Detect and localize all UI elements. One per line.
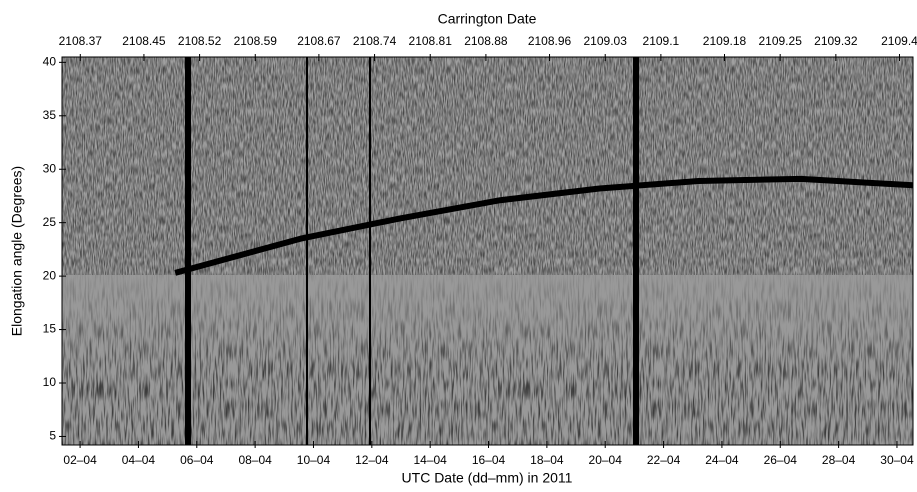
y-tick-label: 5 bbox=[49, 429, 56, 443]
x-tick-label: 22–04 bbox=[647, 453, 681, 467]
x-tick-label: 16–04 bbox=[472, 453, 506, 467]
track-line bbox=[174, 175, 914, 276]
x-tick-label: 04–04 bbox=[122, 453, 156, 467]
x-tick-label: 24–04 bbox=[705, 453, 739, 467]
x2-tick-label: 2108.81 bbox=[409, 34, 453, 48]
x2-tick-label: 2108.96 bbox=[528, 34, 572, 48]
x2-tick-label: 2108.45 bbox=[122, 34, 166, 48]
x-tick-label: 26–04 bbox=[764, 453, 798, 467]
x-tick-label: 08–04 bbox=[238, 453, 272, 467]
x-tick-label: 20–04 bbox=[589, 453, 623, 467]
x2-tick-label: 2108.59 bbox=[234, 34, 278, 48]
x2-tick-label: 2108.37 bbox=[59, 34, 103, 48]
y-tick-label: 10 bbox=[43, 375, 57, 389]
x2-tick-label: 2109.18 bbox=[703, 34, 747, 48]
x-tick-label: 14–04 bbox=[413, 453, 447, 467]
x-tick-label: 02–04 bbox=[63, 453, 97, 467]
x-tick-label: 12–04 bbox=[355, 453, 389, 467]
x-tick-label: 30–04 bbox=[880, 453, 914, 467]
x-tick-label: 18–04 bbox=[530, 453, 564, 467]
image-background bbox=[61, 56, 914, 446]
x-tick-label: 10–04 bbox=[297, 453, 331, 467]
y-tick-label: 30 bbox=[43, 161, 57, 175]
y-axis-title: Elongation angle (Degrees) bbox=[9, 166, 25, 336]
y-tick-label: 40 bbox=[43, 55, 57, 69]
x-tick-label: 06–04 bbox=[180, 453, 214, 467]
x2-tick-label: 2109.1 bbox=[643, 34, 680, 48]
x2-tick-label: 2109.32 bbox=[814, 34, 858, 48]
y-tick-label: 15 bbox=[43, 322, 57, 336]
x-axis-title: UTC Date (dd–mm) in 2011 bbox=[402, 470, 573, 486]
x-tick-label: 28–04 bbox=[822, 453, 856, 467]
y-tick-label: 35 bbox=[43, 108, 57, 122]
x2-tick-label: 2109.4 bbox=[881, 34, 917, 48]
x2-tick-label: 2108.67 bbox=[297, 34, 341, 48]
x2-tick-label: 2109.03 bbox=[584, 34, 628, 48]
x2-tick-label: 2108.74 bbox=[353, 34, 397, 48]
x2-tick-label: 2108.88 bbox=[464, 34, 508, 48]
y-tick-label: 25 bbox=[43, 215, 57, 229]
x2-tick-label: 2108.52 bbox=[178, 34, 222, 48]
y-tick-label: 20 bbox=[43, 268, 57, 282]
top-axis-title: Carrington Date bbox=[438, 11, 537, 27]
x2-tick-label: 2109.25 bbox=[758, 34, 802, 48]
